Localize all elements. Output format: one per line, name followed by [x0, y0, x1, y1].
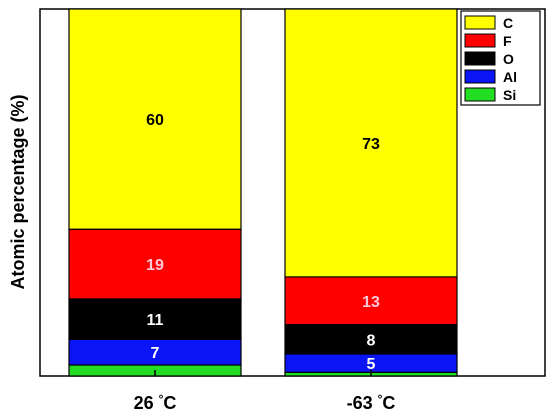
bars-group — [68, 8, 458, 377]
x-tick-label-1: -63 °C — [347, 392, 396, 413]
bar-al-0 — [68, 338, 242, 366]
bar-o-0 — [68, 298, 242, 340]
bar-c-1 — [284, 8, 458, 278]
legend-label-c: C — [503, 15, 513, 31]
legend: CFO Al Si — [460, 10, 541, 106]
bar-o-1 — [284, 324, 458, 355]
legend-label-f: F — [503, 33, 512, 49]
label-al-0: 7 — [151, 345, 160, 362]
bar-f-1 — [284, 276, 458, 326]
bar-c-0 — [68, 8, 242, 230]
bar-f-0 — [68, 228, 242, 300]
label-f-1: 13 — [362, 294, 380, 311]
label-f-0: 19 — [146, 257, 164, 274]
label-o-0: 11 — [147, 312, 164, 329]
legend-label-si: Si — [503, 87, 516, 103]
label-o-1: 8 — [367, 332, 376, 349]
x-tick-label-0: 26 °C — [134, 392, 177, 413]
segment-labels-group: 7 11 19 60 5 8 13 73 — [146, 112, 380, 373]
legend-swatch-c — [464, 15, 496, 30]
legend-swatch-o — [464, 51, 496, 66]
y-axis-title: Atomic percentage (%) — [8, 94, 28, 289]
label-c-1: 73 — [362, 136, 380, 153]
label-c-0: 60 — [146, 112, 164, 129]
label-al-1: 5 — [367, 356, 376, 373]
legend-swatch-f — [464, 33, 496, 48]
legend-label-o: O — [503, 51, 514, 67]
legend-swatch-si — [464, 87, 496, 102]
x-tick-labels-group: 26 °C -63 °C — [134, 370, 396, 413]
legend-label-al: Al — [503, 69, 517, 85]
legend-swatch-al — [464, 69, 496, 84]
